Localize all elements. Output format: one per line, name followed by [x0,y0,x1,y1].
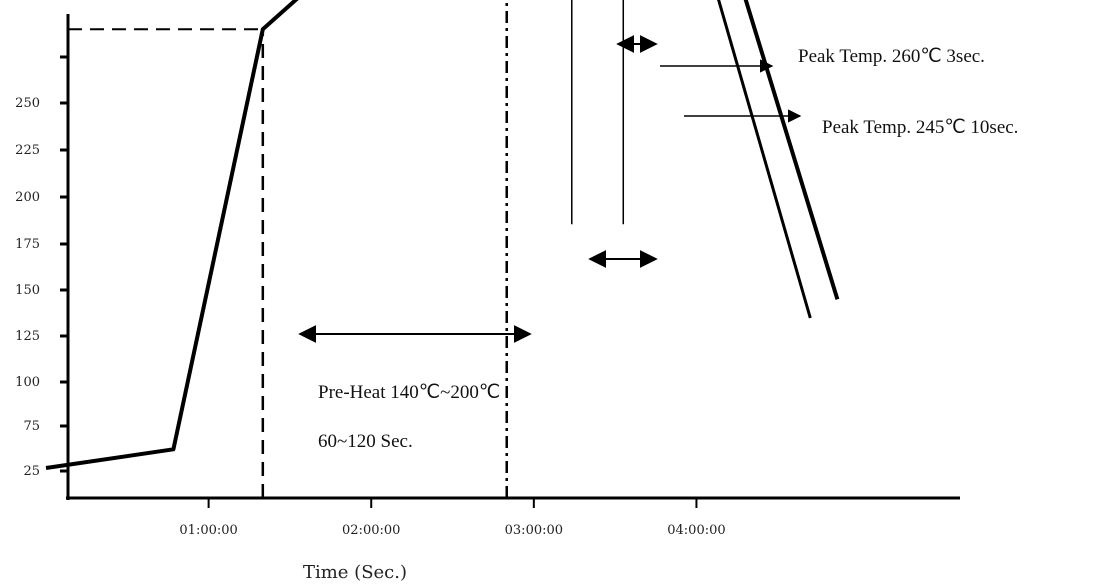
preheat-time-label: 60~120 Sec. [318,431,413,452]
x-tick-label: 02:00:00 [342,523,400,538]
x-tick-label: 03:00:00 [505,523,563,538]
peak-245-label: Peak Temp. 245℃ 10sec. [822,117,1018,138]
x-axis-label: Time (Sec.) [303,562,407,583]
y-tick-label: 225 [15,143,40,158]
x-ticks: 01:00:00 02:00:00 03:00:00 04:00:00 [179,498,726,538]
peak-260-label: Peak Temp. 260℃ 3sec. [798,46,985,67]
y-tick-label: 125 [15,329,40,344]
y-tick-label: 25 [23,464,40,479]
x-tick-label: 01:00:00 [179,523,237,538]
y-tick-label: 100 [15,375,40,390]
y-tick-label: 175 [15,237,40,252]
annotations: Peak Temp. 260℃ 3sec. Peak Temp. 245℃ 10… [318,46,1018,452]
guide-lines [68,0,625,498]
series-lines [45,0,840,470]
series-line-1 [45,0,840,470]
y-tick-label: 250 [15,96,40,111]
x-tick-label: 04:00:00 [667,523,725,538]
y-tick-label: 75 [23,419,40,434]
axes: 25 75 100 125 150 175 200 225 250 01:00:00 02:00:… [15,14,960,583]
y-tick-label: 150 [15,283,40,298]
y-tick-label: 200 [15,190,40,205]
series-line-2 [717,0,812,319]
annotation-arrows [298,35,802,343]
y-ticks: 25 75 100 125 150 175 200 225 250 [15,55,68,479]
preheat-label: Pre-Heat 140℃~200℃ [318,382,500,403]
